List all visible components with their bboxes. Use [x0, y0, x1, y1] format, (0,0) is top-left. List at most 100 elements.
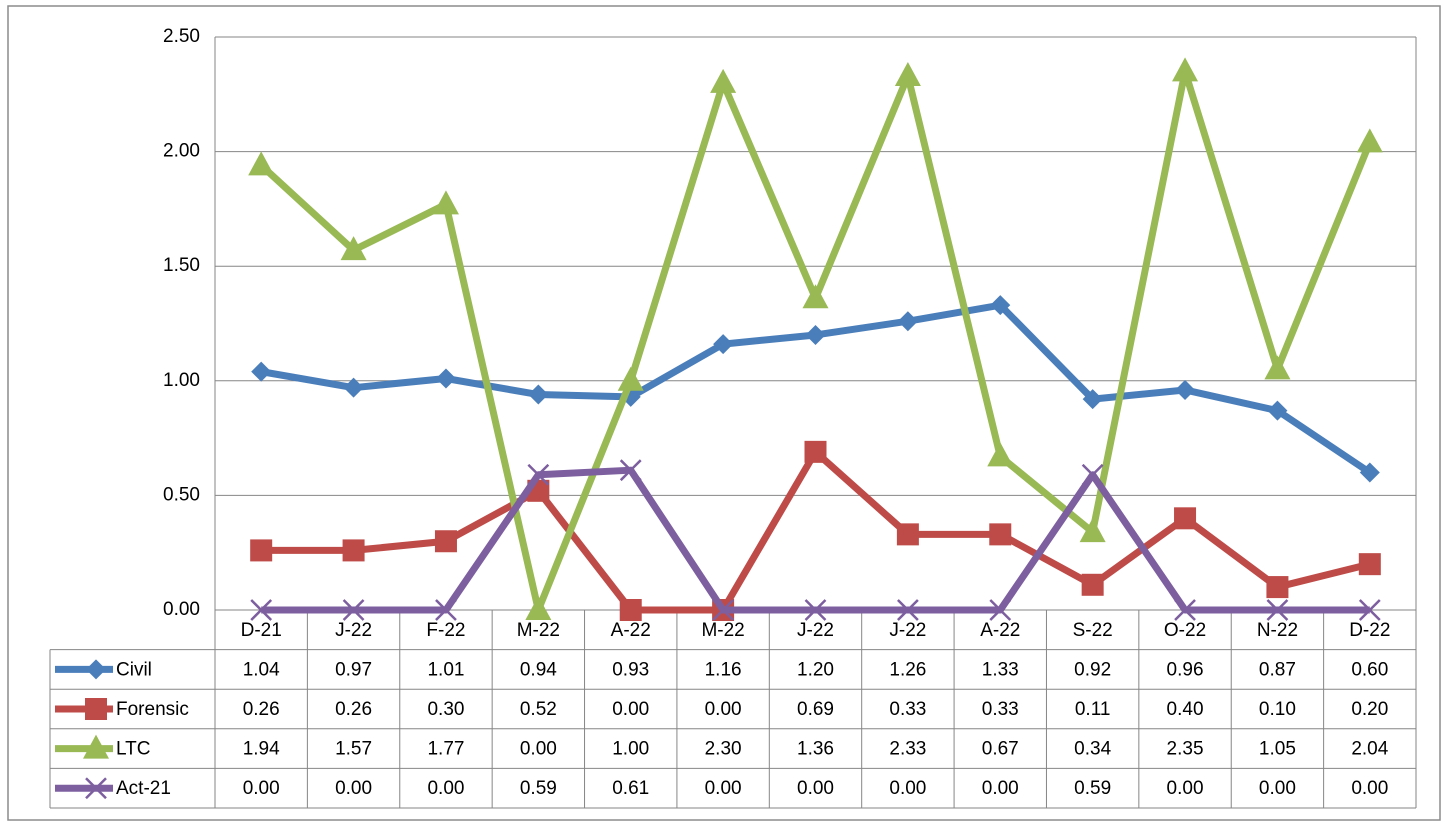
x-tick-label: M-22 — [517, 620, 560, 641]
marker — [897, 599, 919, 621]
table-cell: 0.93 — [612, 659, 649, 680]
x-tick-label: D-21 — [241, 620, 282, 641]
marker — [1082, 389, 1103, 410]
marker — [1172, 57, 1199, 82]
marker — [617, 366, 644, 391]
y-tick-label: 2.00 — [163, 141, 200, 162]
table-cell: 2.30 — [705, 739, 742, 760]
table-cell: 0.40 — [1167, 699, 1204, 720]
marker — [343, 377, 364, 398]
table-cell: 0.34 — [1074, 739, 1111, 760]
marker — [85, 777, 107, 800]
table-cell: 2.04 — [1351, 739, 1388, 760]
table-cell: 1.57 — [335, 739, 372, 760]
marker — [1359, 462, 1380, 483]
marker — [1358, 553, 1381, 576]
marker — [432, 190, 459, 215]
table-cell: 0.00 — [797, 778, 834, 799]
marker — [528, 384, 549, 405]
table-cell: 1.20 — [797, 659, 834, 680]
table-cell: 0.97 — [335, 659, 372, 680]
x-tick-label: F-22 — [426, 620, 465, 641]
table-cell: 0.33 — [889, 699, 926, 720]
table-cell: 1.00 — [612, 739, 649, 760]
table-cell: 0.00 — [705, 778, 742, 799]
table-cell: 1.94 — [243, 739, 280, 760]
marker — [1358, 599, 1381, 621]
table-cell: 0.96 — [1167, 659, 1204, 680]
marker — [619, 599, 642, 621]
marker — [250, 539, 273, 562]
table-cell: 0.00 — [427, 778, 464, 799]
marker — [1356, 128, 1383, 153]
y-tick-label: 0.50 — [163, 484, 200, 505]
table-cell: 0.00 — [1351, 778, 1388, 799]
marker — [342, 599, 365, 621]
table-cell: 0.69 — [797, 699, 834, 720]
table-cell: 0.00 — [520, 739, 557, 760]
table-cell: 1.16 — [705, 659, 742, 680]
marker — [712, 599, 734, 621]
marker — [1081, 573, 1104, 596]
y-tick-label: 2.50 — [163, 26, 200, 47]
legend-label: Forensic — [116, 699, 189, 720]
table-cell: 0.60 — [1351, 659, 1388, 680]
marker — [989, 599, 1012, 621]
marker — [248, 151, 275, 176]
table-cell: 0.52 — [520, 699, 557, 720]
marker — [86, 659, 106, 680]
marker — [340, 236, 367, 261]
table-cell: 0.20 — [1351, 699, 1388, 720]
table-cell: 0.59 — [520, 778, 557, 799]
table-cell: 0.00 — [889, 778, 926, 799]
table-cell: 1.04 — [243, 659, 280, 680]
table-cell: 0.26 — [335, 699, 372, 720]
marker — [894, 61, 921, 86]
table-cell: 0.10 — [1259, 699, 1296, 720]
table-cell: 0.00 — [705, 699, 742, 720]
table-cell: 1.26 — [889, 659, 926, 680]
table-cell: 0.87 — [1259, 659, 1296, 680]
marker — [897, 311, 918, 332]
marker — [713, 334, 734, 355]
x-tick-label: J-22 — [797, 620, 834, 641]
marker — [434, 530, 457, 553]
table-cell: 1.05 — [1259, 739, 1296, 760]
marker — [896, 523, 919, 546]
marker — [990, 295, 1011, 316]
x-tick-label: J-22 — [335, 620, 372, 641]
y-tick-label: 1.50 — [163, 255, 200, 276]
marker — [989, 523, 1012, 546]
marker — [1081, 463, 1104, 486]
marker — [1264, 355, 1291, 380]
table-cell: 0.26 — [243, 699, 280, 720]
table-cell: 0.00 — [243, 778, 280, 799]
x-tick-label: J-22 — [889, 620, 926, 641]
table-cell: 0.94 — [520, 659, 557, 680]
marker — [435, 599, 457, 621]
table-cell: 2.35 — [1167, 739, 1204, 760]
table-cell: 0.67 — [982, 739, 1019, 760]
table-cell: 0.00 — [1259, 778, 1296, 799]
legend-label: Act-21 — [116, 778, 171, 799]
marker — [1174, 507, 1197, 530]
marker — [251, 361, 272, 382]
marker — [805, 324, 826, 345]
table-cell: 0.00 — [982, 778, 1019, 799]
x-tick-label: O-22 — [1164, 620, 1206, 641]
marker — [1174, 599, 1196, 621]
marker — [1266, 599, 1289, 621]
marker — [1267, 400, 1288, 421]
legend-label: LTC — [116, 739, 150, 760]
x-tick-label: S-22 — [1073, 620, 1113, 641]
marker — [435, 368, 456, 389]
marker — [1266, 576, 1289, 599]
x-tick-label: M-22 — [701, 620, 744, 641]
x-tick-label: A-22 — [611, 620, 651, 641]
table-cell: 0.11 — [1075, 699, 1111, 720]
marker — [804, 599, 827, 621]
x-tick-label: N-22 — [1257, 620, 1298, 641]
x-tick-label: D-22 — [1349, 620, 1390, 641]
table-cell: 1.77 — [427, 739, 464, 760]
